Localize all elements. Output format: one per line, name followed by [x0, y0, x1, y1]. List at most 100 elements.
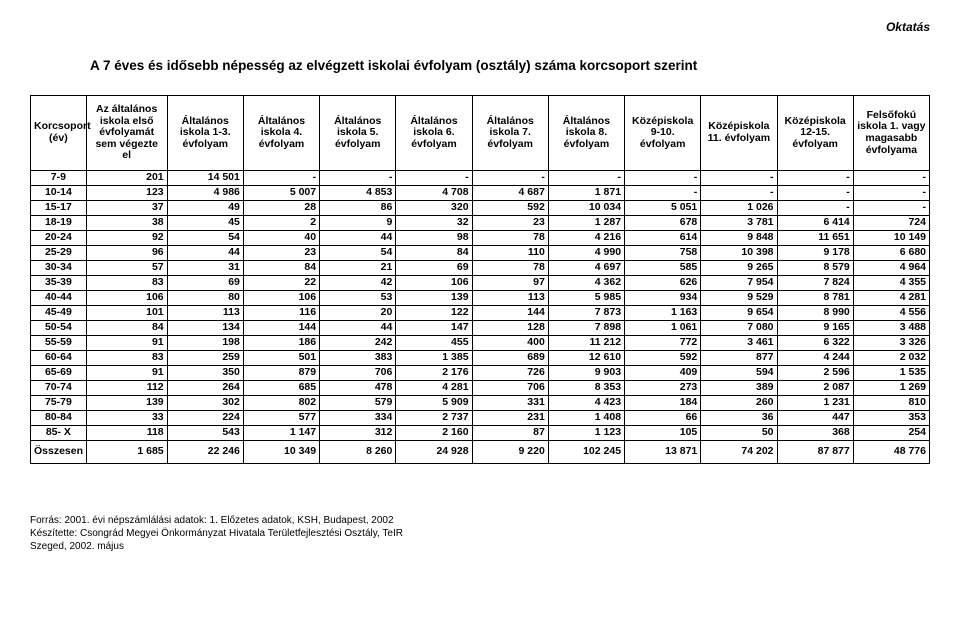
cell-value: 10 149	[853, 231, 929, 246]
cell-value: 53	[320, 291, 396, 306]
row-label: 18-19	[31, 216, 87, 231]
cell-value: 80	[167, 291, 243, 306]
cell-value: -	[777, 171, 853, 186]
row-label: 55-59	[31, 336, 87, 351]
cell-value: 1 026	[701, 201, 777, 216]
cell-value: 353	[853, 411, 929, 426]
cell-value: 84	[243, 261, 319, 276]
row-label: 45-49	[31, 306, 87, 321]
cell-value: 4 990	[548, 246, 624, 261]
cell-value: 28	[243, 201, 319, 216]
cell-value: 2 176	[396, 366, 472, 381]
cell-value: 50	[701, 426, 777, 441]
cell-value: 592	[625, 351, 701, 366]
cell-value: 83	[86, 351, 167, 366]
cell-value: 726	[472, 366, 548, 381]
cell-value: 144	[243, 321, 319, 336]
footnote-date: Szeged, 2002. május	[30, 540, 930, 553]
cell-value: 128	[472, 321, 548, 336]
table-row: 30-345731842169784 6975859 2658 5794 964	[31, 261, 930, 276]
cell-value: 78	[472, 231, 548, 246]
cell-value: 1 871	[548, 186, 624, 201]
cell-value: 455	[396, 336, 472, 351]
table-row: 10-141234 9865 0074 8534 7084 6871 871--…	[31, 186, 930, 201]
cell-value: 33	[86, 411, 167, 426]
cell-value: 6 322	[777, 336, 853, 351]
total-value: 102 245	[548, 441, 624, 464]
cell-value: 4 362	[548, 276, 624, 291]
cell-value: 32	[396, 216, 472, 231]
cell-value: 400	[472, 336, 548, 351]
cell-value: 91	[86, 366, 167, 381]
cell-value: 543	[167, 426, 243, 441]
cell-value: 42	[320, 276, 396, 291]
cell-value: 2 596	[777, 366, 853, 381]
total-value: 48 776	[853, 441, 929, 464]
table-row: 7-920114 501---------	[31, 171, 930, 186]
cell-value: 1 123	[548, 426, 624, 441]
cell-value: 106	[86, 291, 167, 306]
cell-value: 1 535	[853, 366, 929, 381]
cell-value: 592	[472, 201, 548, 216]
cell-value: -	[777, 186, 853, 201]
cell-value: 113	[167, 306, 243, 321]
cell-value: 201	[86, 171, 167, 186]
cell-value: 106	[396, 276, 472, 291]
cell-value: -	[777, 201, 853, 216]
cell-value: 802	[243, 396, 319, 411]
cell-value: 9 265	[701, 261, 777, 276]
cell-value: 706	[320, 366, 396, 381]
cell-value: 198	[167, 336, 243, 351]
cell-value: 147	[396, 321, 472, 336]
column-header: Középiskola 12-15. évfolyam	[777, 96, 853, 171]
cell-value: 312	[320, 426, 396, 441]
cell-value: 7 824	[777, 276, 853, 291]
cell-value: 4 216	[548, 231, 624, 246]
cell-value: 21	[320, 261, 396, 276]
cell-value: 84	[86, 321, 167, 336]
row-label: 50-54	[31, 321, 87, 336]
cell-value: 38	[86, 216, 167, 231]
cell-value: 112	[86, 381, 167, 396]
cell-value: 409	[625, 366, 701, 381]
cell-value: 7 898	[548, 321, 624, 336]
cell-value: 331	[472, 396, 548, 411]
cell-value: 113	[472, 291, 548, 306]
cell-value: 4 355	[853, 276, 929, 291]
cell-value: 6 414	[777, 216, 853, 231]
cell-value: 4 964	[853, 261, 929, 276]
cell-value: 224	[167, 411, 243, 426]
section-label: Oktatás	[30, 20, 930, 34]
column-header: Általános iskola 8. évfolyam	[548, 96, 624, 171]
table-row: 40-4410680106531391135 9859349 5298 7814…	[31, 291, 930, 306]
cell-value: 10 398	[701, 246, 777, 261]
cell-value: 4 423	[548, 396, 624, 411]
row-label: 35-39	[31, 276, 87, 291]
cell-value: -	[472, 171, 548, 186]
cell-value: 260	[701, 396, 777, 411]
cell-value: 57	[86, 261, 167, 276]
cell-value: 20	[320, 306, 396, 321]
total-value: 8 260	[320, 441, 396, 464]
cell-value: 116	[243, 306, 319, 321]
cell-value: 9 529	[701, 291, 777, 306]
cell-value: 389	[701, 381, 777, 396]
cell-value: 254	[853, 426, 929, 441]
row-label: 65-69	[31, 366, 87, 381]
cell-value: 2 087	[777, 381, 853, 396]
cell-value: 4 244	[777, 351, 853, 366]
row-label: 40-44	[31, 291, 87, 306]
cell-value: 4 853	[320, 186, 396, 201]
column-header: Általános iskola 5. évfolyam	[320, 96, 396, 171]
cell-value: 139	[396, 291, 472, 306]
cell-value: 98	[396, 231, 472, 246]
cell-value: 123	[86, 186, 167, 201]
cell-value: 2 032	[853, 351, 929, 366]
cell-value: 6 680	[853, 246, 929, 261]
table-row: 55-599119818624245540011 2127723 4616 32…	[31, 336, 930, 351]
cell-value: 87	[472, 426, 548, 441]
cell-value: 383	[320, 351, 396, 366]
cell-value: 5 007	[243, 186, 319, 201]
cell-value: -	[396, 171, 472, 186]
cell-value: 144	[472, 306, 548, 321]
